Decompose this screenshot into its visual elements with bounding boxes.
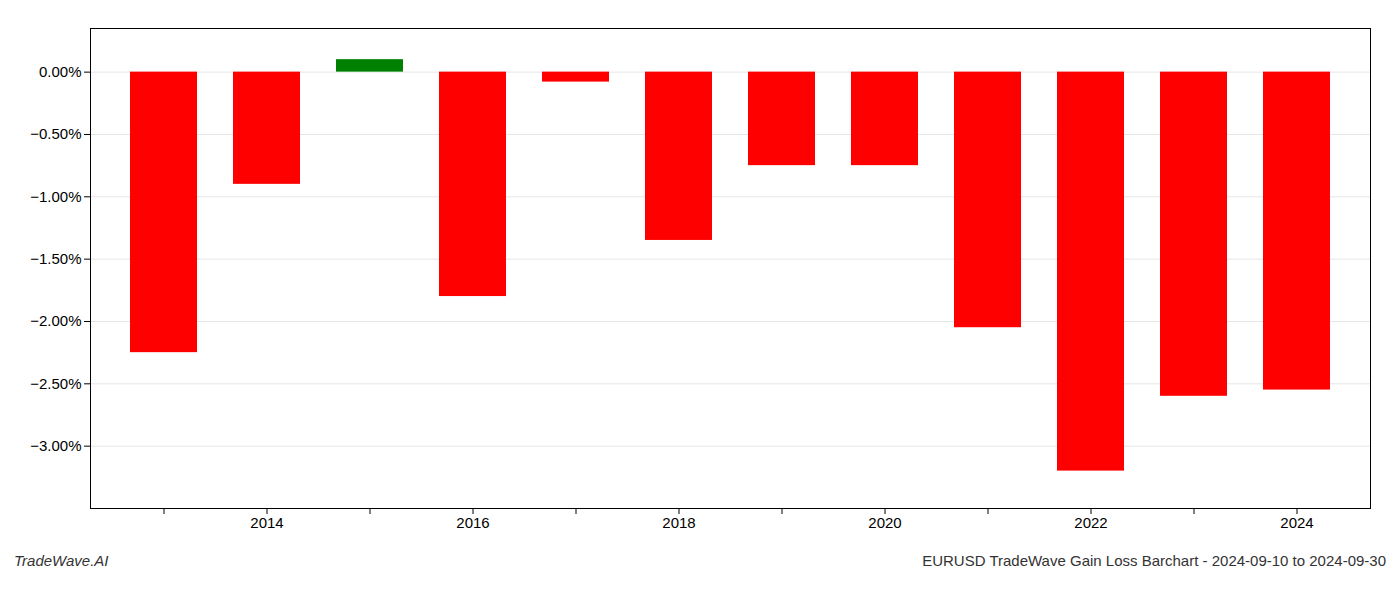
svg-text:−1.50%: −1.50% xyxy=(30,250,81,267)
svg-text:2020: 2020 xyxy=(868,514,901,531)
svg-text:−0.50%: −0.50% xyxy=(30,125,81,142)
svg-text:2018: 2018 xyxy=(662,514,695,531)
svg-text:2014: 2014 xyxy=(250,514,283,531)
svg-text:−3.00%: −3.00% xyxy=(30,437,81,454)
svg-text:2016: 2016 xyxy=(456,514,489,531)
svg-text:2022: 2022 xyxy=(1074,514,1107,531)
svg-text:2024: 2024 xyxy=(1280,514,1313,531)
html-text:TradeWave.AI: TradeWave.AI xyxy=(14,552,109,569)
svg-text:−2.00%: −2.00% xyxy=(30,312,81,329)
svg-text:0.00%: 0.00% xyxy=(39,63,82,80)
svg-text:−2.50%: −2.50% xyxy=(30,375,81,392)
svg-text:−1.00%: −1.00% xyxy=(30,188,81,205)
html-text:EURUSD TradeWave Gain Loss Bar: EURUSD TradeWave Gain Loss Barchart - 20… xyxy=(922,552,1386,569)
